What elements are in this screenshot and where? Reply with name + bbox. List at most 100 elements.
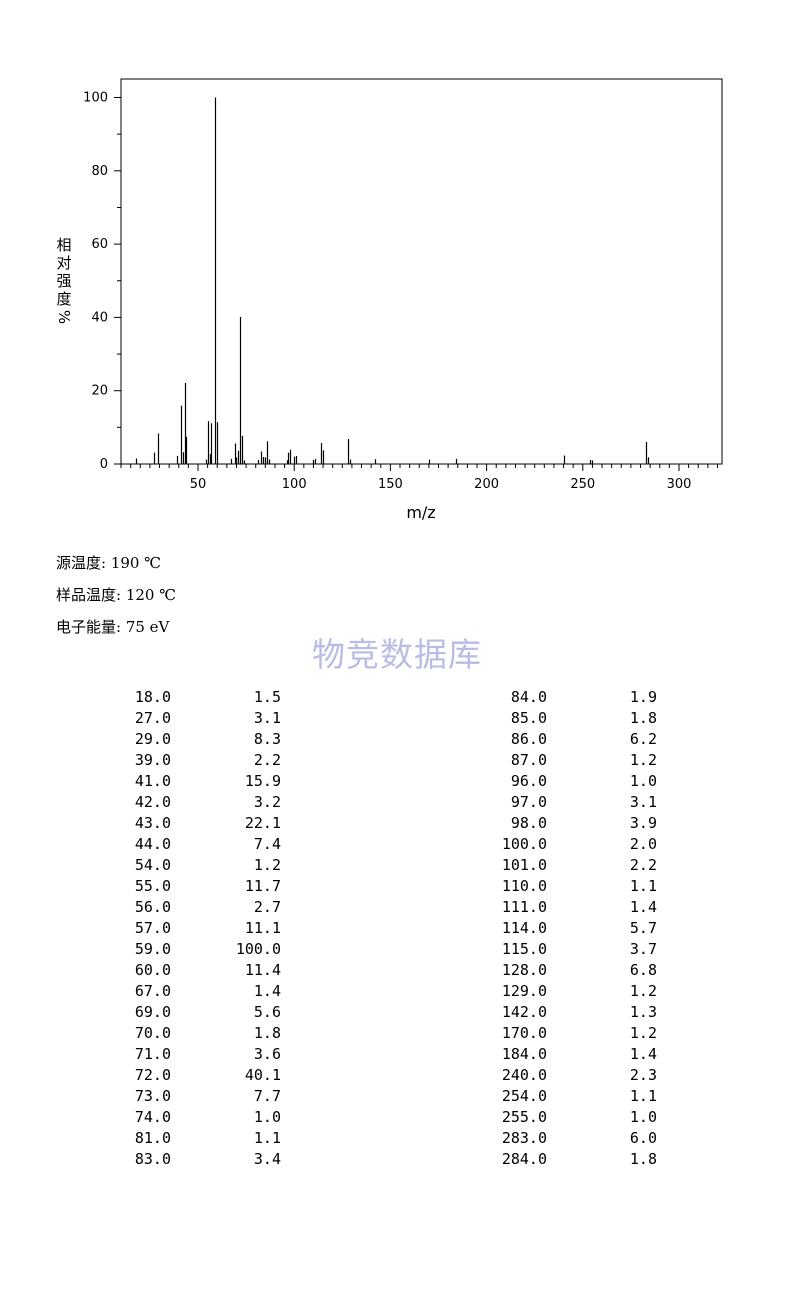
condition-value: 190 ℃ bbox=[110, 554, 162, 572]
condition-value: 120 ℃ bbox=[125, 586, 177, 604]
peak-intensity: 22.1 bbox=[244, 814, 281, 832]
condition-label: 样品温度: bbox=[56, 586, 126, 604]
peak-intensity: 3.2 bbox=[253, 793, 281, 811]
peak-table-row: 44.0 7.4 bbox=[0, 835, 794, 856]
peak-table-row: 85.0 1.8 bbox=[0, 709, 794, 730]
peak-intensity: 2.2 bbox=[253, 751, 281, 769]
peak-mz: 98.0 bbox=[510, 814, 547, 832]
peak-mz: 97.0 bbox=[510, 793, 547, 811]
peak-mz: 83.0 bbox=[134, 1150, 171, 1168]
peak-table-row: 129.0 1.2 bbox=[0, 982, 794, 1003]
peak-intensity: 1.8 bbox=[629, 709, 657, 727]
peak-intensity: 1.9 bbox=[629, 688, 657, 706]
peak-mz: 85.0 bbox=[510, 709, 547, 727]
peak-table-row: 73.0 7.7 bbox=[0, 1087, 794, 1108]
peak-table-row: 184.0 1.4 bbox=[0, 1045, 794, 1066]
y-tick-label: 60 bbox=[91, 237, 108, 252]
peak-table-row: 97.0 3.1 bbox=[0, 793, 794, 814]
peak-mz: 128.0 bbox=[501, 961, 547, 979]
peak-table-row: 81.0 1.1 bbox=[0, 1129, 794, 1150]
watermark: 物竞数据库 bbox=[312, 635, 482, 674]
peak-intensity: 3.9 bbox=[629, 814, 657, 832]
peak-table-row: 55.0 11.7 bbox=[0, 877, 794, 898]
peak-intensity: 1.4 bbox=[629, 1045, 657, 1063]
x-tick-label: 300 bbox=[667, 477, 692, 492]
peak-mz: 86.0 bbox=[510, 730, 547, 748]
peak-table-row: 60.0 11.4 bbox=[0, 961, 794, 982]
peak-intensity: 2.3 bbox=[629, 1066, 657, 1084]
y-axis: 0 20 40 60 80 100 bbox=[83, 91, 121, 472]
peak-mz: 41.0 bbox=[134, 772, 171, 790]
peak-mz: 129.0 bbox=[501, 982, 547, 1000]
electron-energy: 电子能量: 75 eV bbox=[56, 616, 169, 637]
peak-table-row: 84.0 1.9 bbox=[0, 688, 794, 709]
peak-table-row: 74.0 1.0 bbox=[0, 1108, 794, 1129]
peak-intensity: 11.1 bbox=[244, 919, 281, 937]
peak-mz: 170.0 bbox=[501, 1024, 547, 1042]
peak-table-row: 56.0 2.7 bbox=[0, 898, 794, 919]
y-tick-label: 100 bbox=[83, 91, 108, 106]
peak-mz: 73.0 bbox=[134, 1087, 171, 1105]
peak-mz: 70.0 bbox=[134, 1024, 171, 1042]
peak-table-row: 43.0 22.1 bbox=[0, 814, 794, 835]
peak-mz: 240.0 bbox=[501, 1066, 547, 1084]
peak-table-row: 18.0 1.5 bbox=[0, 688, 794, 709]
peak-table-row: 255.0 1.0 bbox=[0, 1108, 794, 1129]
peak-intensity: 15.9 bbox=[244, 772, 281, 790]
source-temperature: 源温度: 190 ℃ bbox=[56, 552, 161, 573]
peak-table-row: 254.0 1.1 bbox=[0, 1087, 794, 1108]
peak-table-row: 114.0 5.7 bbox=[0, 919, 794, 940]
peak-mz: 44.0 bbox=[134, 835, 171, 853]
condition-label: 电子能量: bbox=[56, 618, 126, 636]
y-axis-label-char: % bbox=[55, 310, 73, 324]
peak-table-row: 100.0 2.0 bbox=[0, 835, 794, 856]
peak-mz: 114.0 bbox=[501, 919, 547, 937]
peak-mz: 54.0 bbox=[134, 856, 171, 874]
peak-bars bbox=[135, 97, 650, 464]
peak-mz: 111.0 bbox=[501, 898, 547, 916]
peak-mz: 72.0 bbox=[134, 1066, 171, 1084]
y-axis-label-char: 对 bbox=[56, 254, 71, 272]
peak-intensity: 3.1 bbox=[253, 709, 281, 727]
peak-table-row: 42.0 3.2 bbox=[0, 793, 794, 814]
peak-intensity: 1.0 bbox=[253, 1108, 281, 1126]
condition-label: 源温度: bbox=[56, 554, 111, 572]
peak-intensity: 1.1 bbox=[629, 877, 657, 895]
peak-intensity: 1.8 bbox=[629, 1150, 657, 1168]
peak-mz: 100.0 bbox=[501, 835, 547, 853]
peak-table-row: 96.0 1.0 bbox=[0, 772, 794, 793]
y-tick-label: 20 bbox=[91, 384, 108, 399]
peak-intensity: 11.4 bbox=[244, 961, 281, 979]
y-axis-label-char: 强 bbox=[56, 272, 71, 290]
peak-table-row: 115.0 3.7 bbox=[0, 940, 794, 961]
peak-intensity: 1.3 bbox=[629, 1003, 657, 1021]
peak-intensity: 1.5 bbox=[253, 688, 281, 706]
peak-table-row: 69.0 5.6 bbox=[0, 1003, 794, 1024]
x-axis-label: m/z bbox=[406, 503, 435, 522]
peak-intensity: 100.0 bbox=[235, 940, 281, 958]
peak-intensity: 11.7 bbox=[244, 877, 281, 895]
peak-mz: 59.0 bbox=[134, 940, 171, 958]
peak-mz: 55.0 bbox=[134, 877, 171, 895]
peak-intensity: 5.7 bbox=[629, 919, 657, 937]
peak-table-row: 39.0 2.2 bbox=[0, 751, 794, 772]
peak-intensity: 1.1 bbox=[629, 1087, 657, 1105]
peak-mz: 184.0 bbox=[501, 1045, 547, 1063]
peak-mz: 39.0 bbox=[134, 751, 171, 769]
peak-table-row: 101.0 2.2 bbox=[0, 856, 794, 877]
peak-mz: 57.0 bbox=[134, 919, 171, 937]
peak-mz: 56.0 bbox=[134, 898, 171, 916]
peak-intensity: 3.6 bbox=[253, 1045, 281, 1063]
peak-intensity: 3.4 bbox=[253, 1150, 281, 1168]
peak-table-row: 41.0 15.9 bbox=[0, 772, 794, 793]
peak-table-row: 27.0 3.1 bbox=[0, 709, 794, 730]
peak-table-row: 110.0 1.1 bbox=[0, 877, 794, 898]
peak-intensity: 1.2 bbox=[629, 751, 657, 769]
peak-intensity: 1.4 bbox=[629, 898, 657, 916]
peak-mz: 96.0 bbox=[510, 772, 547, 790]
peak-mz: 101.0 bbox=[501, 856, 547, 874]
peak-intensity: 1.8 bbox=[253, 1024, 281, 1042]
peak-mz: 255.0 bbox=[501, 1108, 547, 1126]
peak-table-row: 83.0 3.4 bbox=[0, 1150, 794, 1171]
